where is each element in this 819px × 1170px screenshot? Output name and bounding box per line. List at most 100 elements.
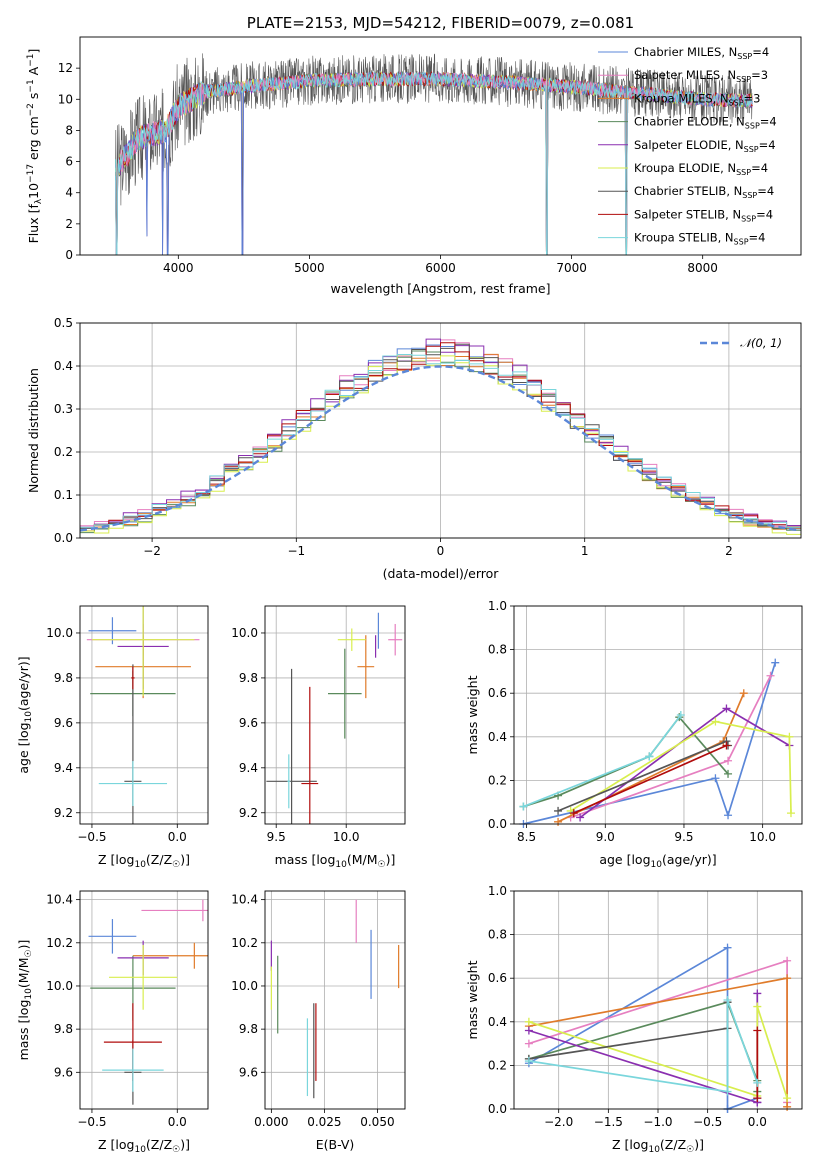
mass-vs-ebv-grid [265,891,405,1109]
x-axis-label: Z [log10(Z/Z☉)] [98,1137,190,1155]
weight-vs-age-axes: 8.5 9.0 9.5 10.0 0.0 0.2 0.4 0.6 0.8 1.0 [488,599,802,844]
x-axis-label: wavelength [Angstrom, rest frame] [330,281,550,296]
chart-title: PLATE=2153, MJD=54212, FIBERID=0079, z=0… [247,14,634,32]
series-salpeter-stelib [753,1026,762,1103]
data-point [524,1026,533,1035]
x-tick-label: 9.0 [596,830,615,844]
data-point [753,989,762,998]
errorbar-kroupa-elodie [91,606,195,696]
errorbar-kroupa-miles [132,942,208,969]
y-tick-label: 0.2 [488,773,507,787]
mass-vs-ebv-axes: 0.000 0.025 0.050 9.6 9.8 10.0 10.2 10.4 [231,891,405,1129]
y-axis-label: Normed distribution [26,368,41,493]
errorbar-salpeter-stelib [301,686,319,824]
y-tick-label: 9.8 [239,671,258,685]
y-axis-label: mass weight [465,675,480,754]
y-tick-label: 1.0 [488,884,507,898]
spectrum-series-kroupa-stelib [115,70,753,255]
series-line [528,993,759,1104]
series-line [570,675,772,819]
legend-entry: Chabrier MILES, NSSP=4 [634,45,769,61]
x-tick-label: −0.5 [77,830,106,844]
data-point [711,774,720,783]
y-tick-label: 0 [65,248,73,262]
histogram-salpeter-elodie [80,338,801,538]
errorbar-salpeter-miles [141,899,208,922]
y-tick-label: 0.2 [54,445,73,459]
x-tick-label: 9.5 [674,830,693,844]
series-line [573,744,727,814]
x-tick-label: −1.5 [594,1115,623,1129]
x-tick-label: 0.0 [168,1115,187,1129]
y-tick-label: 10.0 [46,626,73,640]
y-tick-label: 0.4 [488,1015,507,1029]
errorbar-chabrier-miles [88,919,137,954]
data-point [569,809,578,818]
y-axis-label: mass weight [465,960,480,1039]
y-tick-label: 10.4 [231,893,258,907]
legend-entry: Salpeter STELIB, NSSP=4 [634,207,773,223]
y-tick-label: 9.6 [239,1065,258,1079]
spectrum-series-salpeter-miles [115,71,753,255]
x-axis-label: mass [log10(M/M☉)] [275,852,396,870]
legend-entry: Kroupa STELIB, NSSP=4 [634,231,765,247]
series-kroupa-miles [554,689,748,826]
x-tick-label: 10.0 [749,830,776,844]
series-line [557,692,745,823]
mass-vs-ebv-errorbars [270,899,400,1099]
x-tick-label: −0.5 [693,1115,722,1129]
y-tick-label: 9.2 [239,806,258,820]
y-tick-label: 0.0 [488,1102,507,1116]
plot-frame [79,322,802,539]
data-point [519,802,528,811]
y-tick-label: 10.2 [46,936,73,950]
y-tick-label: 9.8 [54,1022,73,1036]
x-tick-label: 0.000 [254,1115,288,1129]
x-axis-label: (data-model)/error [383,566,500,581]
data-point [645,752,654,761]
series-kroupa-stelib [519,711,685,811]
age-vs-mass-errorbars [266,612,403,824]
plot-frame [264,890,406,1110]
histogram-kroupa-stelib [80,354,801,538]
y-tick-label: 10.4 [46,893,73,907]
x-tick-label: 0 [437,544,445,558]
age-vs-Z-errorbars [86,606,200,824]
x-tick-label: 2 [725,544,733,558]
spectrum-lines [115,53,753,255]
data-point [711,717,720,726]
data-point [724,769,733,778]
data-point [724,756,733,765]
series-kroupa-stelib [524,996,762,1096]
x-axis-label: E(B-V) [316,1137,355,1152]
y-tick-label: 10 [58,92,73,106]
series-chabrier-elodie [524,998,762,1096]
series-salpeter-stelib [569,741,731,818]
data-point [753,1078,762,1087]
y-axis-label: Flux [fλ10−17 erg cm−2 s−1 A−1] [26,49,44,244]
data-point [722,741,731,750]
y-tick-label: 0.8 [488,643,507,657]
data-point [753,1026,762,1035]
weight-vs-Z-grid [514,890,802,1110]
y-tick-label: 0.8 [488,928,507,942]
data-point [771,658,780,667]
series-line [523,662,777,825]
data-point [783,956,792,965]
errorbar-kroupa-stelib [102,1048,164,1092]
plot-frame [264,605,406,825]
y-tick-label: 8 [65,123,73,137]
y-tick-label: 9.6 [239,716,258,730]
errorbar-kroupa-stelib [287,754,291,809]
y-tick-label: 10.0 [46,979,73,993]
y-tick-label: 0.0 [488,817,507,831]
mass-vs-Z-axes: −0.5 0.0 9.6 9.8 10.0 10.2 10.4 [46,891,208,1129]
data-point [785,732,794,741]
legend-entry: Salpeter ELODIE, NSSP=4 [634,138,776,154]
y-tick-label: 9.8 [54,671,73,685]
spectrum-legend: Chabrier MILES, NSSP=4 Salpeter MILES, NS… [598,45,777,247]
spectrum-axes: 4000 5000 6000 7000 8000 0 2 4 6 8 10 12 [58,61,718,275]
legend-entry: Kroupa ELODIE, NSSP=4 [634,161,768,177]
mass-vs-Z-grid [80,891,208,1109]
